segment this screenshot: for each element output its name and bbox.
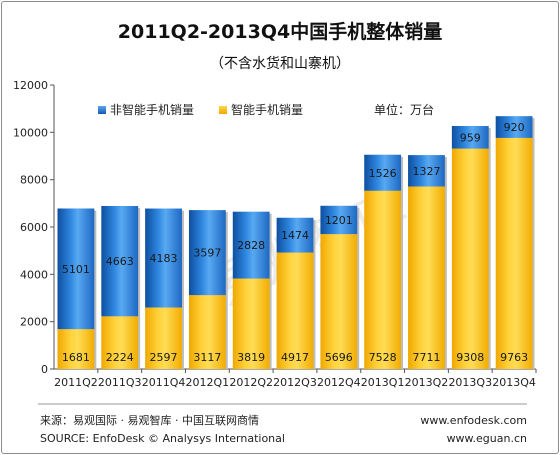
bar-group: 1681 5101 2224 4663 2597 4183 3117 3597 3819 2828…	[57, 116, 535, 369]
legend-label-non-smart: 非智能手机销量	[110, 102, 194, 117]
y-tick-group: 0 2000 4000 6000 8000 10000 12000	[13, 79, 54, 376]
data-label-non-smart: 4183	[150, 252, 178, 265]
x-tick-label: 2012Q1	[186, 376, 230, 389]
data-label-smart: 2224	[106, 351, 134, 364]
bar-smart	[408, 186, 445, 369]
data-label-smart: 7711	[412, 351, 440, 364]
x-tick-label: 2011Q4	[142, 376, 186, 389]
y-tick-label: 10000	[13, 126, 48, 139]
data-label-non-smart: 920	[504, 121, 525, 134]
chart-title: 2011Q2-2013Q4中国手机整体销量	[118, 20, 442, 43]
bar-non-smart	[495, 116, 533, 138]
bar-smart	[495, 137, 533, 369]
footer-url-enfodesk: www.enfodesk.com	[420, 414, 527, 427]
data-label-smart: 5696	[325, 351, 353, 364]
x-tick-label: 2011Q2	[54, 376, 98, 389]
bar-non-smart	[451, 126, 489, 149]
data-label-smart: 9763	[500, 351, 528, 364]
bar-non-smart	[408, 155, 445, 187]
data-label-non-smart: 959	[460, 131, 481, 144]
data-label-smart: 4917	[281, 351, 309, 364]
x-tick-group: 2011Q2 2011Q3 2011Q4 2012Q1 2012Q2 2012Q3 2012…	[54, 369, 537, 389]
x-tick-label: 2012Q3	[273, 376, 317, 389]
legend: 非智能手机销量 智能手机销量	[98, 102, 303, 117]
bar-smart	[276, 252, 314, 369]
bar-non-smart	[101, 206, 139, 317]
y-tick-label: 2000	[20, 316, 48, 329]
bar-smart	[145, 307, 182, 369]
x-tick-label: 2013Q1	[361, 376, 405, 389]
data-label-smart: 1681	[62, 351, 90, 364]
x-tick-label: 2013Q2	[405, 376, 449, 389]
footer-source-cn: 来源：易观国际 · 易观智库 · 中国互联网商情	[40, 413, 259, 427]
bar-non-smart	[232, 211, 270, 279]
chart-subtitle: （不含水货和山寨机）	[210, 55, 350, 72]
data-label-smart: 9308	[456, 351, 484, 364]
unit-label: 单位：万台	[374, 102, 434, 117]
x-tick-label: 2012Q4	[317, 376, 361, 389]
data-label-non-smart: 1474	[281, 229, 309, 242]
bar-smart	[232, 278, 270, 369]
x-tick-label: 2011Q3	[98, 376, 142, 389]
y-tick-label: 8000	[20, 174, 48, 187]
data-label-non-smart: 1201	[325, 214, 353, 227]
bar-smart	[101, 316, 139, 369]
x-tick-label: 2013Q4	[492, 376, 536, 389]
legend-swatch-smart	[219, 106, 227, 114]
data-label-non-smart: 3597	[193, 247, 221, 260]
bar-non-smart	[364, 154, 402, 191]
footer-url-eguan: www.eguan.cn	[447, 432, 527, 445]
y-tick-label: 12000	[13, 79, 48, 92]
data-label-smart: 7528	[369, 351, 397, 364]
data-label-non-smart: 5101	[62, 263, 90, 276]
data-label-non-smart: 2828	[237, 239, 265, 252]
y-tick-label: 0	[41, 363, 48, 376]
data-label-non-smart: 4663	[106, 255, 134, 268]
data-label-non-smart: 1526	[369, 167, 397, 180]
bar-smart	[451, 148, 489, 369]
bar-smart	[57, 329, 95, 369]
bar-non-smart	[320, 205, 358, 235]
data-label-smart: 3117	[193, 351, 221, 364]
x-tick-label: 2013Q3	[448, 376, 492, 389]
footer-source-en: SOURCE: EnfoDesk © Analysys Internationa…	[40, 432, 285, 445]
data-label-non-smart: 1327	[412, 165, 440, 178]
bar-smart	[188, 295, 226, 369]
bar-non-smart	[188, 210, 226, 296]
data-label-smart: 3819	[237, 351, 265, 364]
y-tick-label: 6000	[20, 221, 48, 234]
bar-non-smart	[145, 208, 182, 308]
bar-smart	[320, 234, 358, 369]
x-tick-label: 2012Q2	[229, 376, 273, 389]
bar-non-smart	[57, 208, 95, 330]
bar-smart	[364, 190, 402, 369]
legend-swatch-non-smart	[98, 106, 106, 114]
legend-label-smart: 智能手机销量	[231, 102, 303, 117]
data-label-smart: 2597	[150, 351, 178, 364]
bar-non-smart	[276, 217, 314, 253]
y-tick-label: 4000	[20, 268, 48, 281]
